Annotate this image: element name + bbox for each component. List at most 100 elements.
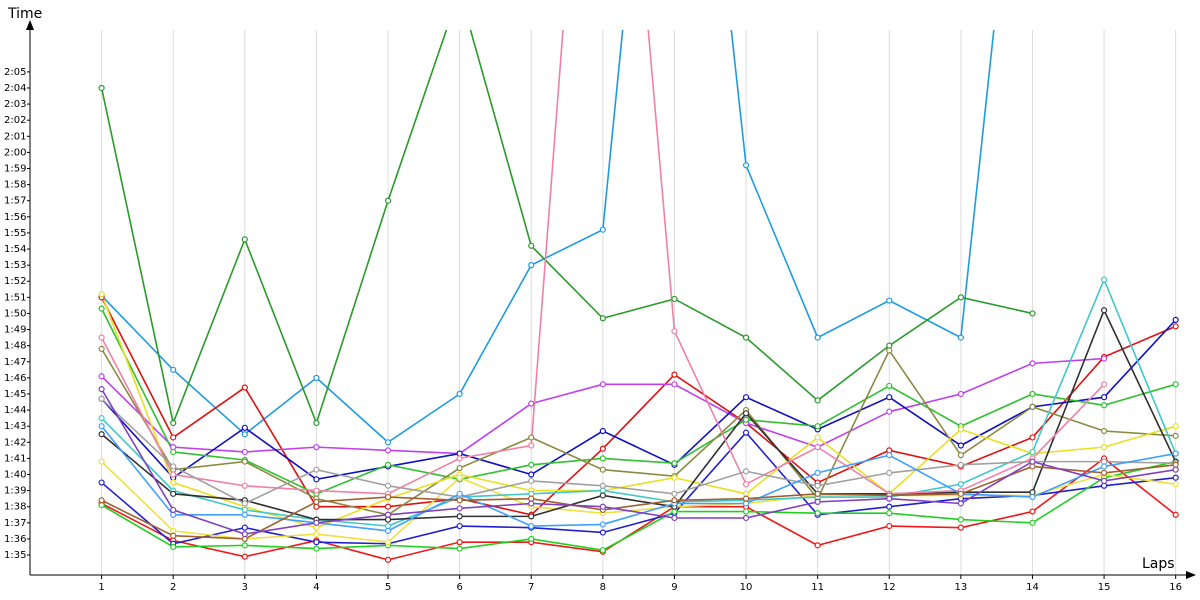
series-line bbox=[101, 308, 1177, 521]
data-point bbox=[98, 84, 105, 92]
y-tick-label: 2:02 bbox=[4, 115, 26, 126]
y-tick-label: 2:04 bbox=[4, 83, 26, 94]
data-point bbox=[1100, 463, 1108, 470]
data-point bbox=[313, 419, 320, 427]
data-point bbox=[528, 471, 535, 478]
data-point bbox=[742, 410, 750, 417]
data-point bbox=[1172, 474, 1179, 481]
data-point bbox=[742, 334, 750, 341]
data-point bbox=[599, 455, 606, 462]
x-tick-label: 13 bbox=[954, 582, 967, 593]
data-point bbox=[814, 444, 821, 451]
data-point bbox=[957, 490, 964, 497]
data-point bbox=[241, 500, 248, 507]
data-point bbox=[456, 390, 463, 398]
data-point bbox=[957, 390, 964, 398]
x-tick-label: 1 bbox=[98, 582, 104, 593]
data-point bbox=[313, 476, 320, 483]
data-point bbox=[98, 431, 105, 438]
series-line bbox=[100, 348, 1176, 516]
y-tick-label: 1:36 bbox=[4, 534, 26, 545]
data-point bbox=[1172, 432, 1179, 439]
y-tick-label: 1:38 bbox=[4, 502, 26, 513]
data-point bbox=[1100, 477, 1108, 485]
data-point bbox=[170, 532, 177, 539]
data-point bbox=[98, 395, 105, 402]
y-tick-label: 1:46 bbox=[4, 373, 26, 384]
data-point bbox=[1100, 381, 1108, 388]
y-tick-label: 1:53 bbox=[4, 260, 26, 271]
data-point bbox=[313, 519, 320, 526]
data-point bbox=[886, 503, 893, 510]
y-tick-label: 2:03 bbox=[4, 99, 26, 110]
data-point bbox=[1172, 423, 1179, 430]
data-point bbox=[528, 262, 535, 269]
data-point bbox=[98, 423, 105, 430]
data-point bbox=[814, 334, 821, 341]
data-point bbox=[957, 516, 964, 523]
data-point bbox=[742, 495, 750, 502]
data-point bbox=[1172, 381, 1179, 388]
data-point bbox=[957, 442, 964, 449]
data-point bbox=[599, 315, 606, 322]
data-point bbox=[98, 497, 105, 504]
data-point bbox=[384, 503, 392, 510]
y-axis-title: Time bbox=[7, 6, 42, 22]
data-point bbox=[814, 423, 821, 430]
data-point bbox=[814, 482, 821, 489]
data-point bbox=[170, 434, 177, 441]
data-point bbox=[1172, 466, 1179, 473]
data-point bbox=[528, 477, 535, 485]
data-point bbox=[671, 381, 678, 388]
data-point bbox=[313, 530, 320, 538]
data-point bbox=[456, 522, 463, 530]
data-point bbox=[241, 482, 248, 489]
data-point bbox=[98, 334, 105, 341]
data-point bbox=[1029, 390, 1036, 398]
data-point bbox=[742, 481, 750, 488]
y-tick-label: 1:39 bbox=[4, 486, 26, 497]
y-tick-label: 1:58 bbox=[4, 180, 26, 191]
y-tick-label: 1:48 bbox=[4, 341, 26, 352]
y-tick-label: 1:54 bbox=[4, 244, 26, 255]
x-tick-label: 3 bbox=[242, 582, 248, 593]
data-point bbox=[384, 482, 392, 489]
data-point bbox=[528, 522, 535, 530]
data-point bbox=[456, 455, 463, 462]
data-point bbox=[456, 513, 463, 520]
data-point bbox=[241, 431, 248, 438]
data-point bbox=[957, 481, 964, 488]
data-point bbox=[1100, 402, 1108, 409]
data-point bbox=[599, 381, 606, 388]
x-tick-label: 2 bbox=[170, 582, 176, 593]
data-point bbox=[1172, 316, 1179, 323]
data-point bbox=[599, 466, 606, 473]
x-tick-label: 12 bbox=[883, 582, 896, 593]
data-point bbox=[742, 508, 750, 515]
series-line bbox=[100, 388, 1176, 535]
data-point bbox=[957, 334, 964, 341]
data-point bbox=[886, 452, 893, 459]
series-line bbox=[100, 293, 1176, 529]
data-point bbox=[384, 527, 392, 534]
data-point bbox=[241, 236, 248, 243]
data-point bbox=[886, 382, 893, 390]
data-point bbox=[170, 366, 177, 373]
data-point bbox=[313, 487, 320, 494]
data-point bbox=[456, 545, 463, 552]
x-tick-label: 11 bbox=[811, 582, 824, 593]
data-point bbox=[1029, 434, 1036, 441]
data-point bbox=[957, 426, 964, 433]
x-tick-label: 16 bbox=[1169, 582, 1182, 593]
data-point bbox=[671, 474, 678, 481]
data-point bbox=[957, 461, 964, 468]
x-tick-label: 9 bbox=[671, 582, 677, 593]
y-tick-label: 1:43 bbox=[4, 421, 26, 432]
data-point bbox=[384, 493, 392, 501]
series-line bbox=[100, 425, 1176, 532]
data-point bbox=[814, 490, 821, 497]
data-point bbox=[170, 490, 177, 497]
data-point bbox=[313, 444, 320, 451]
x-tick-label: 6 bbox=[456, 582, 462, 593]
data-point bbox=[886, 522, 893, 530]
